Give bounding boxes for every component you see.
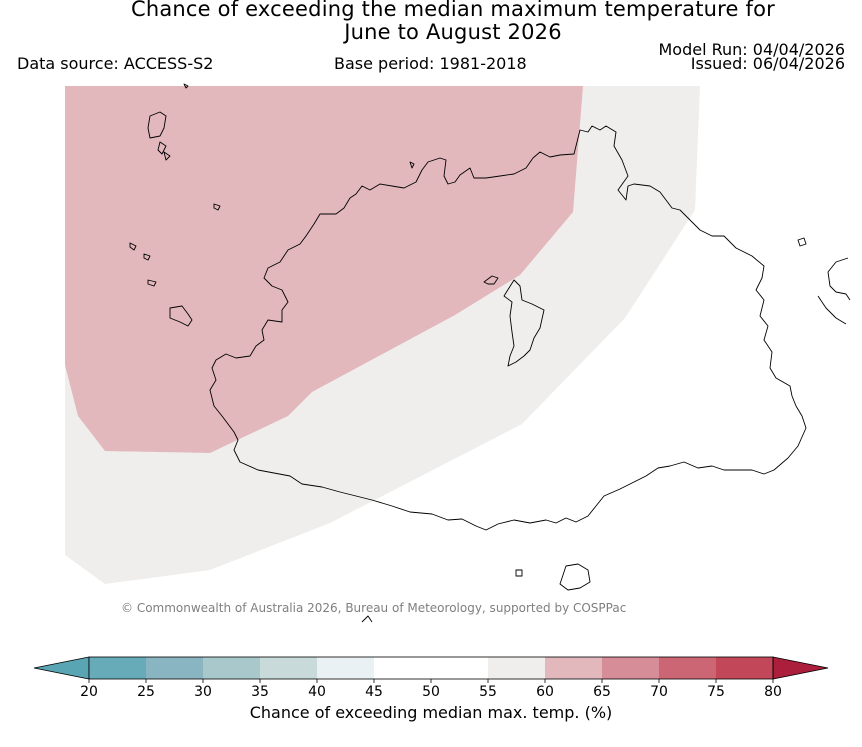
issued-label: Issued: 06/04/2026 bbox=[690, 54, 845, 73]
title-line-2: June to August 2026 bbox=[344, 20, 562, 44]
colorbar-tick-label: 35 bbox=[251, 684, 269, 700]
colorbar-tick-label: 80 bbox=[764, 684, 782, 700]
colorbar-tick-label: 75 bbox=[707, 684, 725, 700]
colorbar: 20 25 30 35 40 45 50 55 60 65 70 75 80 Chance of exc… bbox=[33, 656, 829, 722]
island-top bbox=[183, 83, 189, 89]
colorbar-segment bbox=[431, 657, 488, 679]
central-island bbox=[503, 279, 545, 367]
region-60-65 bbox=[65, 86, 583, 453]
colorbar-segment bbox=[716, 657, 773, 679]
island-s-2 bbox=[559, 563, 591, 591]
island-e-2 bbox=[817, 257, 851, 325]
data-source-label: Data source: ACCESS-S2 bbox=[17, 54, 214, 73]
forecast-map bbox=[65, 83, 851, 623]
island-small-1 bbox=[483, 275, 499, 285]
mainland-coastline bbox=[209, 125, 807, 531]
colorbar-segment bbox=[488, 657, 545, 679]
colorbar-over-arrow bbox=[772, 656, 829, 680]
island-nw-1 bbox=[147, 111, 167, 139]
colorbar-tick-label: 70 bbox=[650, 684, 668, 700]
island-w-3 bbox=[143, 253, 151, 261]
colorbar-segment bbox=[260, 657, 317, 679]
title-line-1: Chance of exceeding the median maximum t… bbox=[130, 0, 776, 21]
island-w-1 bbox=[213, 203, 221, 211]
colorbar-tick-label: 65 bbox=[593, 684, 611, 700]
colorbar-tick-label: 55 bbox=[479, 684, 497, 700]
island-w-2 bbox=[129, 242, 137, 251]
colorbar-segment bbox=[317, 657, 374, 679]
colorbar-segment bbox=[374, 657, 431, 679]
colorbar-segment bbox=[602, 657, 659, 679]
chart-title: Chance of exceeding the median maximum t… bbox=[0, 0, 862, 44]
island-s-3 bbox=[361, 615, 373, 623]
island-n-1 bbox=[409, 161, 415, 169]
colorbar-tick-label: 45 bbox=[365, 684, 383, 700]
copyright-notice: © Commonwealth of Australia 2026, Bureau… bbox=[121, 601, 627, 615]
island-nw-3 bbox=[163, 151, 171, 161]
colorbar-tick-label: 30 bbox=[194, 684, 212, 700]
colorbar-tick-label: 25 bbox=[137, 684, 155, 700]
colorbar-segment bbox=[89, 657, 146, 679]
island-s-1 bbox=[515, 569, 523, 577]
colorbar-segment bbox=[203, 657, 260, 679]
colorbar-segment bbox=[146, 657, 203, 679]
island-w-4 bbox=[147, 279, 157, 287]
island-e-1 bbox=[797, 237, 807, 247]
colorbar-tick-label: 50 bbox=[422, 684, 440, 700]
colorbar-segment bbox=[545, 657, 602, 679]
colorbar-tick-label: 40 bbox=[308, 684, 326, 700]
model-run-label: Model Run: 04/04/2026 bbox=[658, 40, 846, 59]
colorbar-tick-label: 20 bbox=[80, 684, 98, 700]
colorbar-tick-label: 60 bbox=[536, 684, 554, 700]
base-period-label: Base period: 1981-2018 bbox=[334, 54, 527, 73]
colorbar-under-arrow bbox=[33, 656, 90, 680]
island-nw-2 bbox=[157, 141, 167, 155]
colorbar-label: Chance of exceeding median max. temp. (%… bbox=[250, 703, 613, 722]
colorbar-segment bbox=[659, 657, 716, 679]
island-w-5 bbox=[169, 305, 193, 327]
